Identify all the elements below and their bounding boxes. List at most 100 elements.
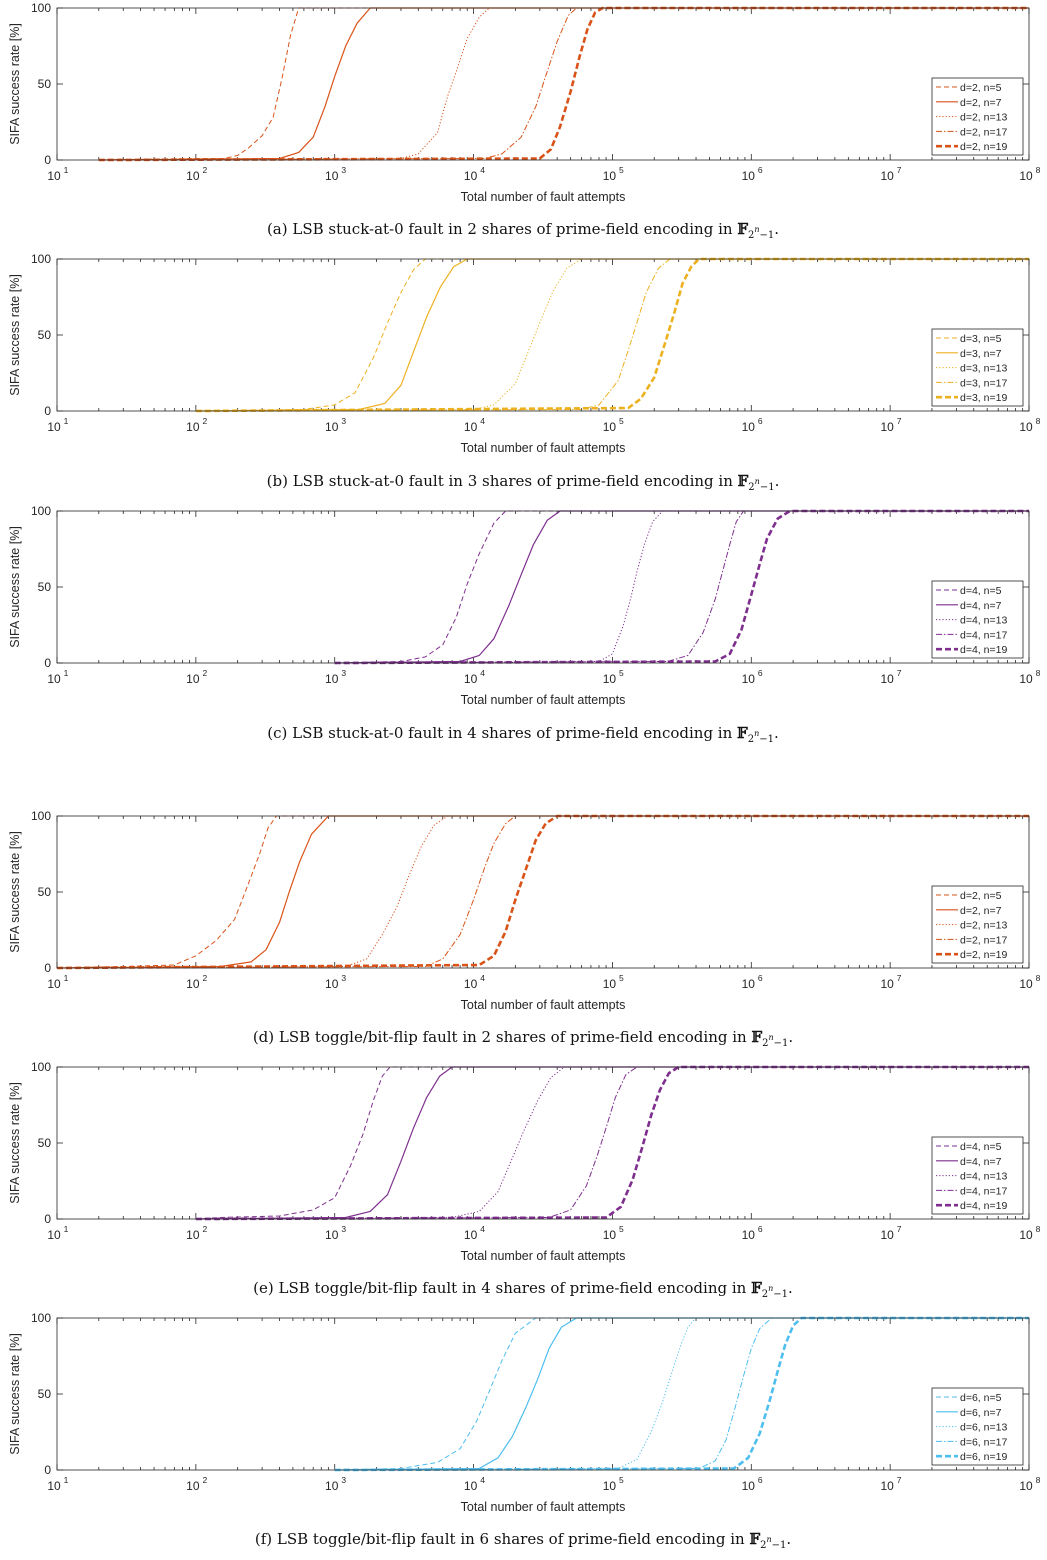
legend-label: d=2, n=5 bbox=[960, 82, 1002, 94]
field-symbol: 𝔽 bbox=[751, 1028, 762, 1046]
field-subscript-rest: −1 bbox=[772, 1540, 787, 1551]
x-tick-label: 10 bbox=[186, 1228, 200, 1242]
field-symbol: 𝔽 bbox=[737, 220, 748, 238]
x-tick-label: 10 bbox=[186, 169, 200, 183]
x-axis-label: Total number of fault attempts bbox=[461, 190, 626, 204]
y-tick-label: 100 bbox=[31, 809, 51, 823]
legend-box bbox=[931, 1136, 1024, 1215]
y-tick-label: 50 bbox=[38, 580, 52, 594]
axes-frame bbox=[56, 258, 1030, 412]
caption-period: . bbox=[775, 472, 780, 490]
y-tick-label: 100 bbox=[31, 1, 51, 15]
y-tick-label: 0 bbox=[44, 1463, 51, 1477]
x-tick-label: 10 bbox=[742, 1479, 756, 1493]
x-tick-label: 10 bbox=[47, 1228, 61, 1242]
legend: d=2, n=5 d=2, n=7 d=2, n=13 d=2, n=17 d=2, n… bbox=[931, 77, 1024, 156]
legend-label: d=4, n=5 bbox=[960, 585, 1002, 597]
legend-label: d=4, n=17 bbox=[960, 629, 1007, 641]
x-tick-label: 10 bbox=[742, 672, 756, 686]
series-line-2 bbox=[334, 1317, 1029, 1471]
x-tick-label: 10 bbox=[880, 1228, 894, 1242]
legend-box bbox=[931, 885, 1024, 964]
x-tick-exponent: 7 bbox=[897, 1475, 902, 1485]
caption-text: (b) LSB stuck-at-0 fault in 3 shares of … bbox=[267, 472, 780, 493]
x-tick-exponent: 7 bbox=[897, 416, 902, 426]
x-tick-exponent: 6 bbox=[758, 165, 763, 175]
series-lines bbox=[195, 257, 1029, 413]
caption-label: (b) bbox=[267, 472, 288, 490]
legend-label: d=6, n=7 bbox=[960, 1407, 1002, 1419]
legend-label: d=6, n=19 bbox=[960, 1451, 1007, 1463]
caption-label: (a) bbox=[267, 220, 288, 238]
x-tick-exponent: 4 bbox=[480, 165, 485, 175]
axes-frame bbox=[56, 815, 1030, 969]
plot-area bbox=[57, 511, 1029, 663]
x-tick-label: 10 bbox=[325, 977, 339, 991]
caption-period: . bbox=[774, 724, 779, 742]
x-tick-exponent: 3 bbox=[341, 165, 346, 175]
legend: d=2, n=5 d=2, n=7 d=2, n=13 d=2, n=17 d=2, n… bbox=[931, 885, 1024, 964]
y-tick-label: 0 bbox=[44, 153, 51, 167]
y-axis-label: SIFA success rate [%] bbox=[8, 1082, 22, 1204]
caption-text: (c) LSB stuck-at-0 fault in 4 shares of … bbox=[267, 724, 779, 745]
legend-label: d=2, n=17 bbox=[960, 126, 1007, 138]
y-axis-label: SIFA success rate [%] bbox=[8, 526, 22, 648]
x-tick-label: 10 bbox=[880, 169, 894, 183]
series-lines bbox=[334, 1316, 1029, 1472]
y-tick-label: 50 bbox=[38, 1387, 52, 1401]
series-line-4 bbox=[98, 7, 1029, 161]
caption-body: LSB toggle/bit-flip fault in 4 shares of… bbox=[274, 1279, 751, 1297]
series-line-2 bbox=[195, 258, 1029, 412]
x-tick-label: 10 bbox=[464, 977, 478, 991]
caption-period: . bbox=[788, 1279, 793, 1297]
x-tick-label: 10 bbox=[880, 672, 894, 686]
x-tick-exponent: 5 bbox=[619, 1475, 624, 1485]
y-tick-label: 100 bbox=[31, 1311, 51, 1325]
series-line-5 bbox=[98, 6, 1029, 162]
legend-label: d=6, n=17 bbox=[960, 1436, 1007, 1448]
x-tick-exponent: 1 bbox=[64, 1475, 69, 1485]
x-tick-exponent: 3 bbox=[341, 973, 346, 983]
x-tick-exponent: 4 bbox=[480, 416, 485, 426]
x-tick-label: 10 bbox=[325, 420, 339, 434]
caption-label: (e) bbox=[253, 1279, 274, 1297]
x-tick-exponent: 1 bbox=[64, 973, 69, 983]
caption-body: LSB stuck-at-0 fault in 4 shares of prim… bbox=[287, 724, 737, 742]
legend-label: d=3, n=13 bbox=[960, 363, 1007, 375]
x-tick-exponent: 8 bbox=[1036, 668, 1041, 678]
legend-label: d=6, n=5 bbox=[960, 1392, 1002, 1404]
caption-body: LSB toggle/bit-flip fault in 6 shares of… bbox=[272, 1530, 749, 1548]
x-tick-exponent: 8 bbox=[1036, 416, 1041, 426]
plot-area bbox=[57, 1067, 1029, 1219]
caption-text: (f) LSB toggle/bit-flip fault in 6 share… bbox=[255, 1530, 791, 1551]
series-line-5 bbox=[195, 1065, 1029, 1221]
field-exponent: n bbox=[768, 1284, 773, 1293]
x-tick-label: 10 bbox=[47, 420, 61, 434]
legend-label: d=4, n=13 bbox=[960, 1171, 1007, 1183]
x-tick-label: 10 bbox=[603, 977, 617, 991]
x-tick-exponent: 2 bbox=[202, 165, 207, 175]
y-tick-label: 50 bbox=[38, 328, 52, 342]
legend-label: d=2, n=7 bbox=[960, 97, 1002, 109]
legend: d=3, n=5 d=3, n=7 d=3, n=13 d=3, n=17 d=3, n… bbox=[931, 328, 1024, 407]
field-subscript: 2 bbox=[748, 230, 754, 241]
legend-label: d=4, n=17 bbox=[960, 1185, 1007, 1197]
series-line-4 bbox=[334, 510, 1029, 664]
y-tick-label: 0 bbox=[44, 656, 51, 670]
y-tick-label: 100 bbox=[31, 1060, 51, 1074]
plot-area bbox=[57, 1318, 1029, 1470]
x-tick-label: 10 bbox=[464, 1228, 478, 1242]
x-tick-exponent: 6 bbox=[758, 416, 763, 426]
x-tick-exponent: 6 bbox=[758, 973, 763, 983]
x-tick-exponent: 4 bbox=[480, 668, 485, 678]
field-symbol: 𝔽 bbox=[738, 472, 749, 490]
series-line-3 bbox=[195, 258, 1029, 412]
legend-label: d=2, n=19 bbox=[960, 141, 1007, 153]
legend-label: d=4, n=7 bbox=[960, 1156, 1002, 1168]
figure-caption: (a) LSB stuck-at-0 fault in 2 shares of … bbox=[267, 220, 779, 241]
field-exponent: n bbox=[755, 477, 760, 486]
x-tick-exponent: 7 bbox=[897, 1224, 902, 1234]
x-tick-label: 10 bbox=[325, 1479, 339, 1493]
x-tick-exponent: 8 bbox=[1036, 973, 1041, 983]
